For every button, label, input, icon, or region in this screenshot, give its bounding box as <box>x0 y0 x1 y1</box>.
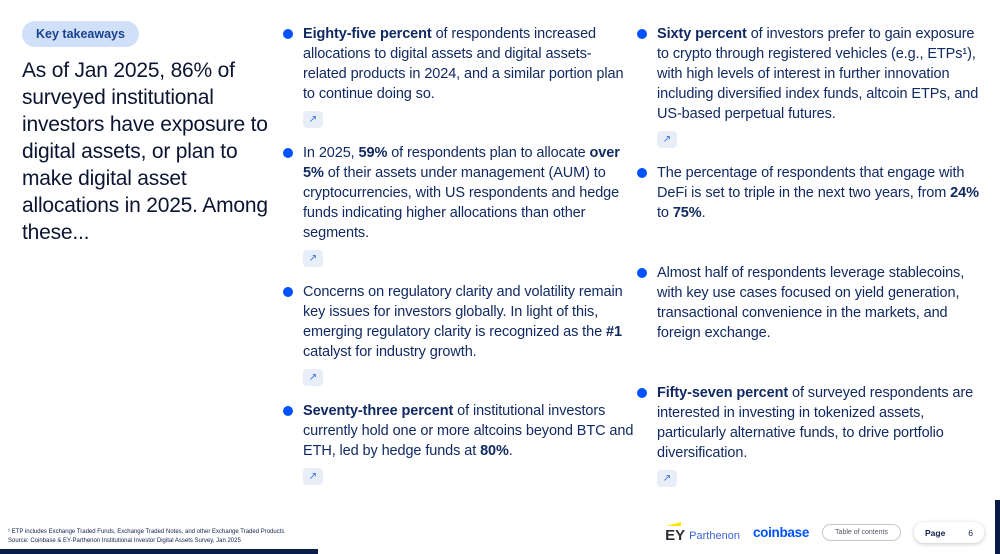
key-takeaways-badge: Key takeaways <box>22 21 139 47</box>
bullet-body: Almost half of respondents leverage stab… <box>657 263 989 343</box>
external-link-icon[interactable]: ↗ <box>657 131 677 148</box>
footnote-etp-definition: ¹ ETP includes Exchange Traded Funds, Ex… <box>8 529 285 535</box>
external-link-icon[interactable]: ↗ <box>303 369 323 386</box>
bullet-text: Sixty percent of investors prefer to gai… <box>657 26 979 122</box>
bullet-dot-icon <box>283 148 293 158</box>
bullet-text: In 2025, 59% of respondents plan to allo… <box>303 145 620 241</box>
bullet-column-1: Eighty-five percent of respondents incre… <box>283 24 635 500</box>
footer: EY Parthenon coinbase Table of contents … <box>665 522 984 543</box>
ey-logo-text: EY <box>665 527 686 544</box>
bullet-item: In 2025, 59% of respondents plan to allo… <box>283 143 635 267</box>
ey-parthenon-logo: EY Parthenon <box>665 522 740 543</box>
bullet-dot-icon <box>637 29 647 39</box>
bullet-text: Concerns on regulatory clarity and volat… <box>303 284 623 360</box>
page-indicator[interactable]: Page 6 <box>914 522 984 543</box>
external-link-icon[interactable]: ↗ <box>657 470 677 487</box>
external-link-icon[interactable]: ↗ <box>303 468 323 485</box>
bullet-dot-icon <box>283 406 293 416</box>
bullet-body: In 2025, 59% of respondents plan to allo… <box>303 143 635 267</box>
external-link-icon[interactable]: ↗ <box>303 111 323 128</box>
bullet-item: Eighty-five percent of respondents incre… <box>283 24 635 128</box>
bullet-body: Sixty percent of investors prefer to gai… <box>657 24 989 148</box>
bullet-text: Fifty-seven percent of surveyed responde… <box>657 385 974 461</box>
bullet-dot-icon <box>283 287 293 297</box>
bullet-text: Almost half of respondents leverage stab… <box>657 265 965 341</box>
page-number: 6 <box>968 527 973 538</box>
bullet-item: Fifty-seven percent of surveyed responde… <box>637 383 989 487</box>
bullet-body: Seventy-three percent of institutional i… <box>303 401 635 485</box>
bullet-body: Eighty-five percent of respondents incre… <box>303 24 635 128</box>
table-of-contents-button[interactable]: Table of contents <box>822 524 901 541</box>
page-label: Page <box>925 527 946 538</box>
bullet-item: Concerns on regulatory clarity and volat… <box>283 282 635 386</box>
bullet-body: Concerns on regulatory clarity and volat… <box>303 282 635 386</box>
ey-beam-icon <box>666 522 682 526</box>
bullet-dot-icon <box>637 388 647 398</box>
bullet-text: The percentage of respondents that engag… <box>657 165 979 221</box>
headline: As of Jan 2025, 86% of surveyed institut… <box>22 59 268 244</box>
bullet-dot-icon <box>637 168 647 178</box>
coinbase-logo: coinbase <box>752 525 810 540</box>
external-link-icon[interactable]: ↗ <box>303 250 323 267</box>
right-edge-bar <box>995 500 1000 554</box>
bullet-body: The percentage of respondents that engag… <box>657 163 989 223</box>
parthenon-label: Parthenon <box>689 530 740 542</box>
ey-logo: EY <box>665 522 685 543</box>
bullet-dot-icon <box>637 268 647 278</box>
bullet-text: Seventy-three percent of institutional i… <box>303 403 634 459</box>
bullet-text: Eighty-five percent of respondents incre… <box>303 26 624 102</box>
footnote-source: Source: Coinbase & EY-Parthenon Institut… <box>8 538 241 544</box>
bullet-item: Seventy-three percent of institutional i… <box>283 401 635 485</box>
bullet-item: Almost half of respondents leverage stab… <box>637 263 989 343</box>
bullet-body: Fifty-seven percent of surveyed responde… <box>657 383 989 487</box>
bullet-item: The percentage of respondents that engag… <box>637 163 989 223</box>
bullet-item: Sixty percent of investors prefer to gai… <box>637 24 989 148</box>
bottom-edge-bar <box>0 549 318 554</box>
bullet-column-2: Sixty percent of investors prefer to gai… <box>637 24 989 502</box>
bullet-dot-icon <box>283 29 293 39</box>
footnotes: ¹ ETP includes Exchange Traded Funds, Ex… <box>8 528 284 546</box>
